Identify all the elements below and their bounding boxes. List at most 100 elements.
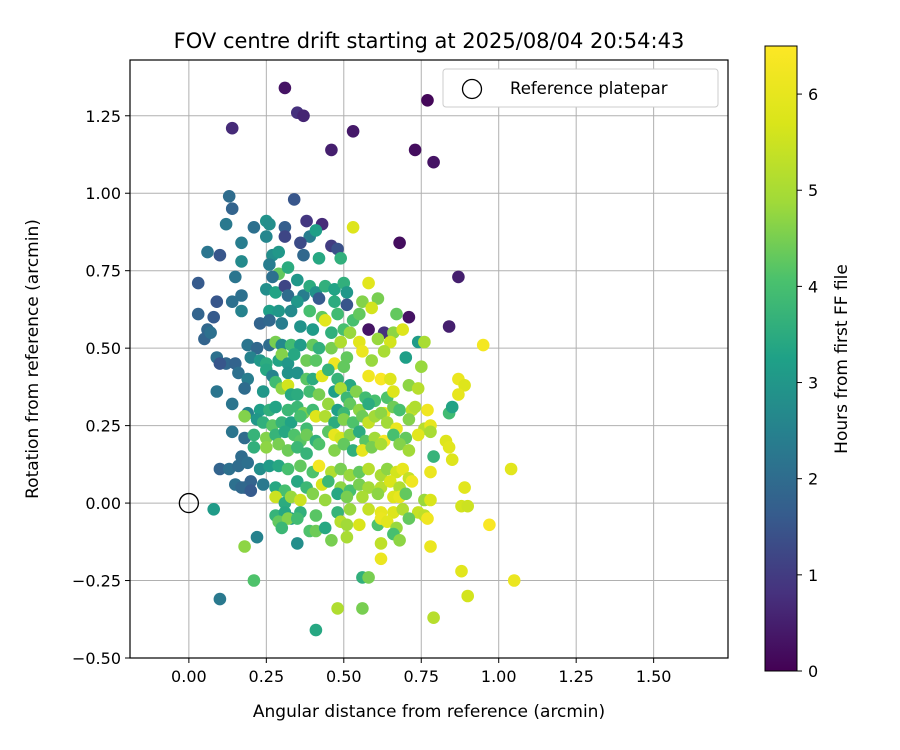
scatter-point [213, 462, 227, 476]
scatter-point [309, 224, 323, 237]
scatter-point [284, 304, 298, 318]
scatter-point [247, 441, 261, 454]
scatter-point [244, 475, 258, 488]
scatter-point [291, 295, 304, 309]
scatter-point [343, 326, 357, 340]
scatter-point [424, 465, 437, 479]
colorbar-tick-label: 0 [808, 662, 818, 681]
scatter-point [260, 230, 273, 243]
colorbar-label: Hours from first FF file [832, 264, 852, 454]
scatter-point [309, 509, 323, 522]
scatter-point [427, 611, 440, 624]
colorbar-ticks: 0 1 2 3 4 5 6 [797, 85, 818, 681]
scatter-point [278, 230, 292, 243]
scatter-point [325, 326, 338, 340]
scatter-point [374, 406, 388, 420]
x-axis-label: Angular distance from reference (arcmin) [253, 702, 605, 722]
scatter-point [507, 574, 521, 587]
scatter-point [504, 462, 518, 476]
scatter-point [442, 441, 456, 454]
scatter-point [306, 487, 320, 501]
scatter-point [421, 94, 434, 107]
scatter-point [362, 503, 375, 516]
scatter-point [362, 481, 375, 494]
scatter-point [300, 214, 313, 228]
scatter-point [281, 357, 295, 370]
scatter-point [346, 444, 360, 457]
scatter-point [291, 273, 304, 287]
scatter-point [328, 283, 341, 296]
scatter-point [225, 295, 239, 309]
scatter-point [340, 518, 354, 532]
y-tick-label: −0.50 [72, 649, 121, 668]
y-tick-label: 0.25 [85, 417, 121, 436]
scatter-point [269, 490, 282, 504]
scatter-point [291, 388, 304, 401]
scatter-point [238, 382, 251, 395]
scatter-point [322, 363, 335, 377]
y-tick-label: −0.25 [72, 572, 121, 591]
scatter-point [402, 444, 416, 457]
scatter-point [356, 345, 369, 358]
scatter-point [191, 276, 205, 290]
scatter-point [263, 459, 276, 473]
scatter-point [297, 109, 310, 123]
scatter-point [396, 503, 410, 516]
scatter-point [294, 459, 307, 473]
scatter-point [303, 304, 317, 318]
scatter-point [343, 503, 357, 516]
scatter-point [356, 295, 369, 309]
scatter-point [281, 462, 295, 476]
scatter-point [210, 385, 224, 398]
x-tick-label: 1.25 [558, 667, 594, 686]
scatter-point [272, 437, 286, 451]
legend: Reference platepar [442, 68, 719, 108]
y-tick-label: 1.00 [85, 184, 121, 203]
x-tick-label: 1.00 [481, 667, 517, 686]
scatter-point [334, 382, 348, 395]
scatter-point [390, 307, 403, 321]
scatter-point [362, 323, 375, 336]
scatter-point [411, 428, 425, 442]
scatter-point [427, 155, 440, 169]
scatter-point [349, 385, 363, 398]
plot-frame [129, 59, 729, 659]
scatter-point [371, 332, 385, 346]
scatter-point [312, 292, 326, 305]
scatter-point [318, 521, 332, 535]
scatter-point [399, 351, 413, 364]
scatter-point [294, 320, 307, 333]
scatter-point [334, 335, 348, 349]
scatter-point [374, 437, 388, 451]
scatter-point [384, 335, 397, 349]
x-tick-label: 0.50 [326, 667, 362, 686]
scatter-point [371, 487, 385, 501]
scatter-point [362, 397, 375, 411]
legend-box [442, 68, 719, 108]
scatter-point [263, 314, 276, 327]
scatter-point [365, 354, 379, 367]
scatter-point [337, 437, 351, 451]
scatter-point [275, 317, 289, 330]
scatter-point [411, 382, 425, 395]
scatter-point [291, 512, 304, 525]
scatter-point [244, 484, 258, 498]
scatter-point [269, 286, 282, 299]
scatter-point [204, 326, 217, 340]
scatter-point [340, 490, 354, 504]
scatter-point [312, 437, 326, 451]
scatter-point [445, 453, 459, 467]
scatter-point [306, 323, 320, 336]
scatter-point [281, 261, 295, 274]
scatter-point [461, 499, 475, 513]
scatter-point [346, 125, 360, 138]
scatter-point [452, 388, 465, 401]
colorbar-gradient [764, 45, 798, 672]
scatter-point [393, 534, 406, 547]
scatter-point [362, 571, 375, 584]
scatter-point [222, 190, 236, 203]
scatter-point [458, 379, 471, 392]
x-tick-label: 1.50 [636, 667, 672, 686]
scatter-point [405, 475, 419, 488]
colorbar: 0 1 2 3 4 5 6 Hours from first FF file [764, 45, 852, 681]
